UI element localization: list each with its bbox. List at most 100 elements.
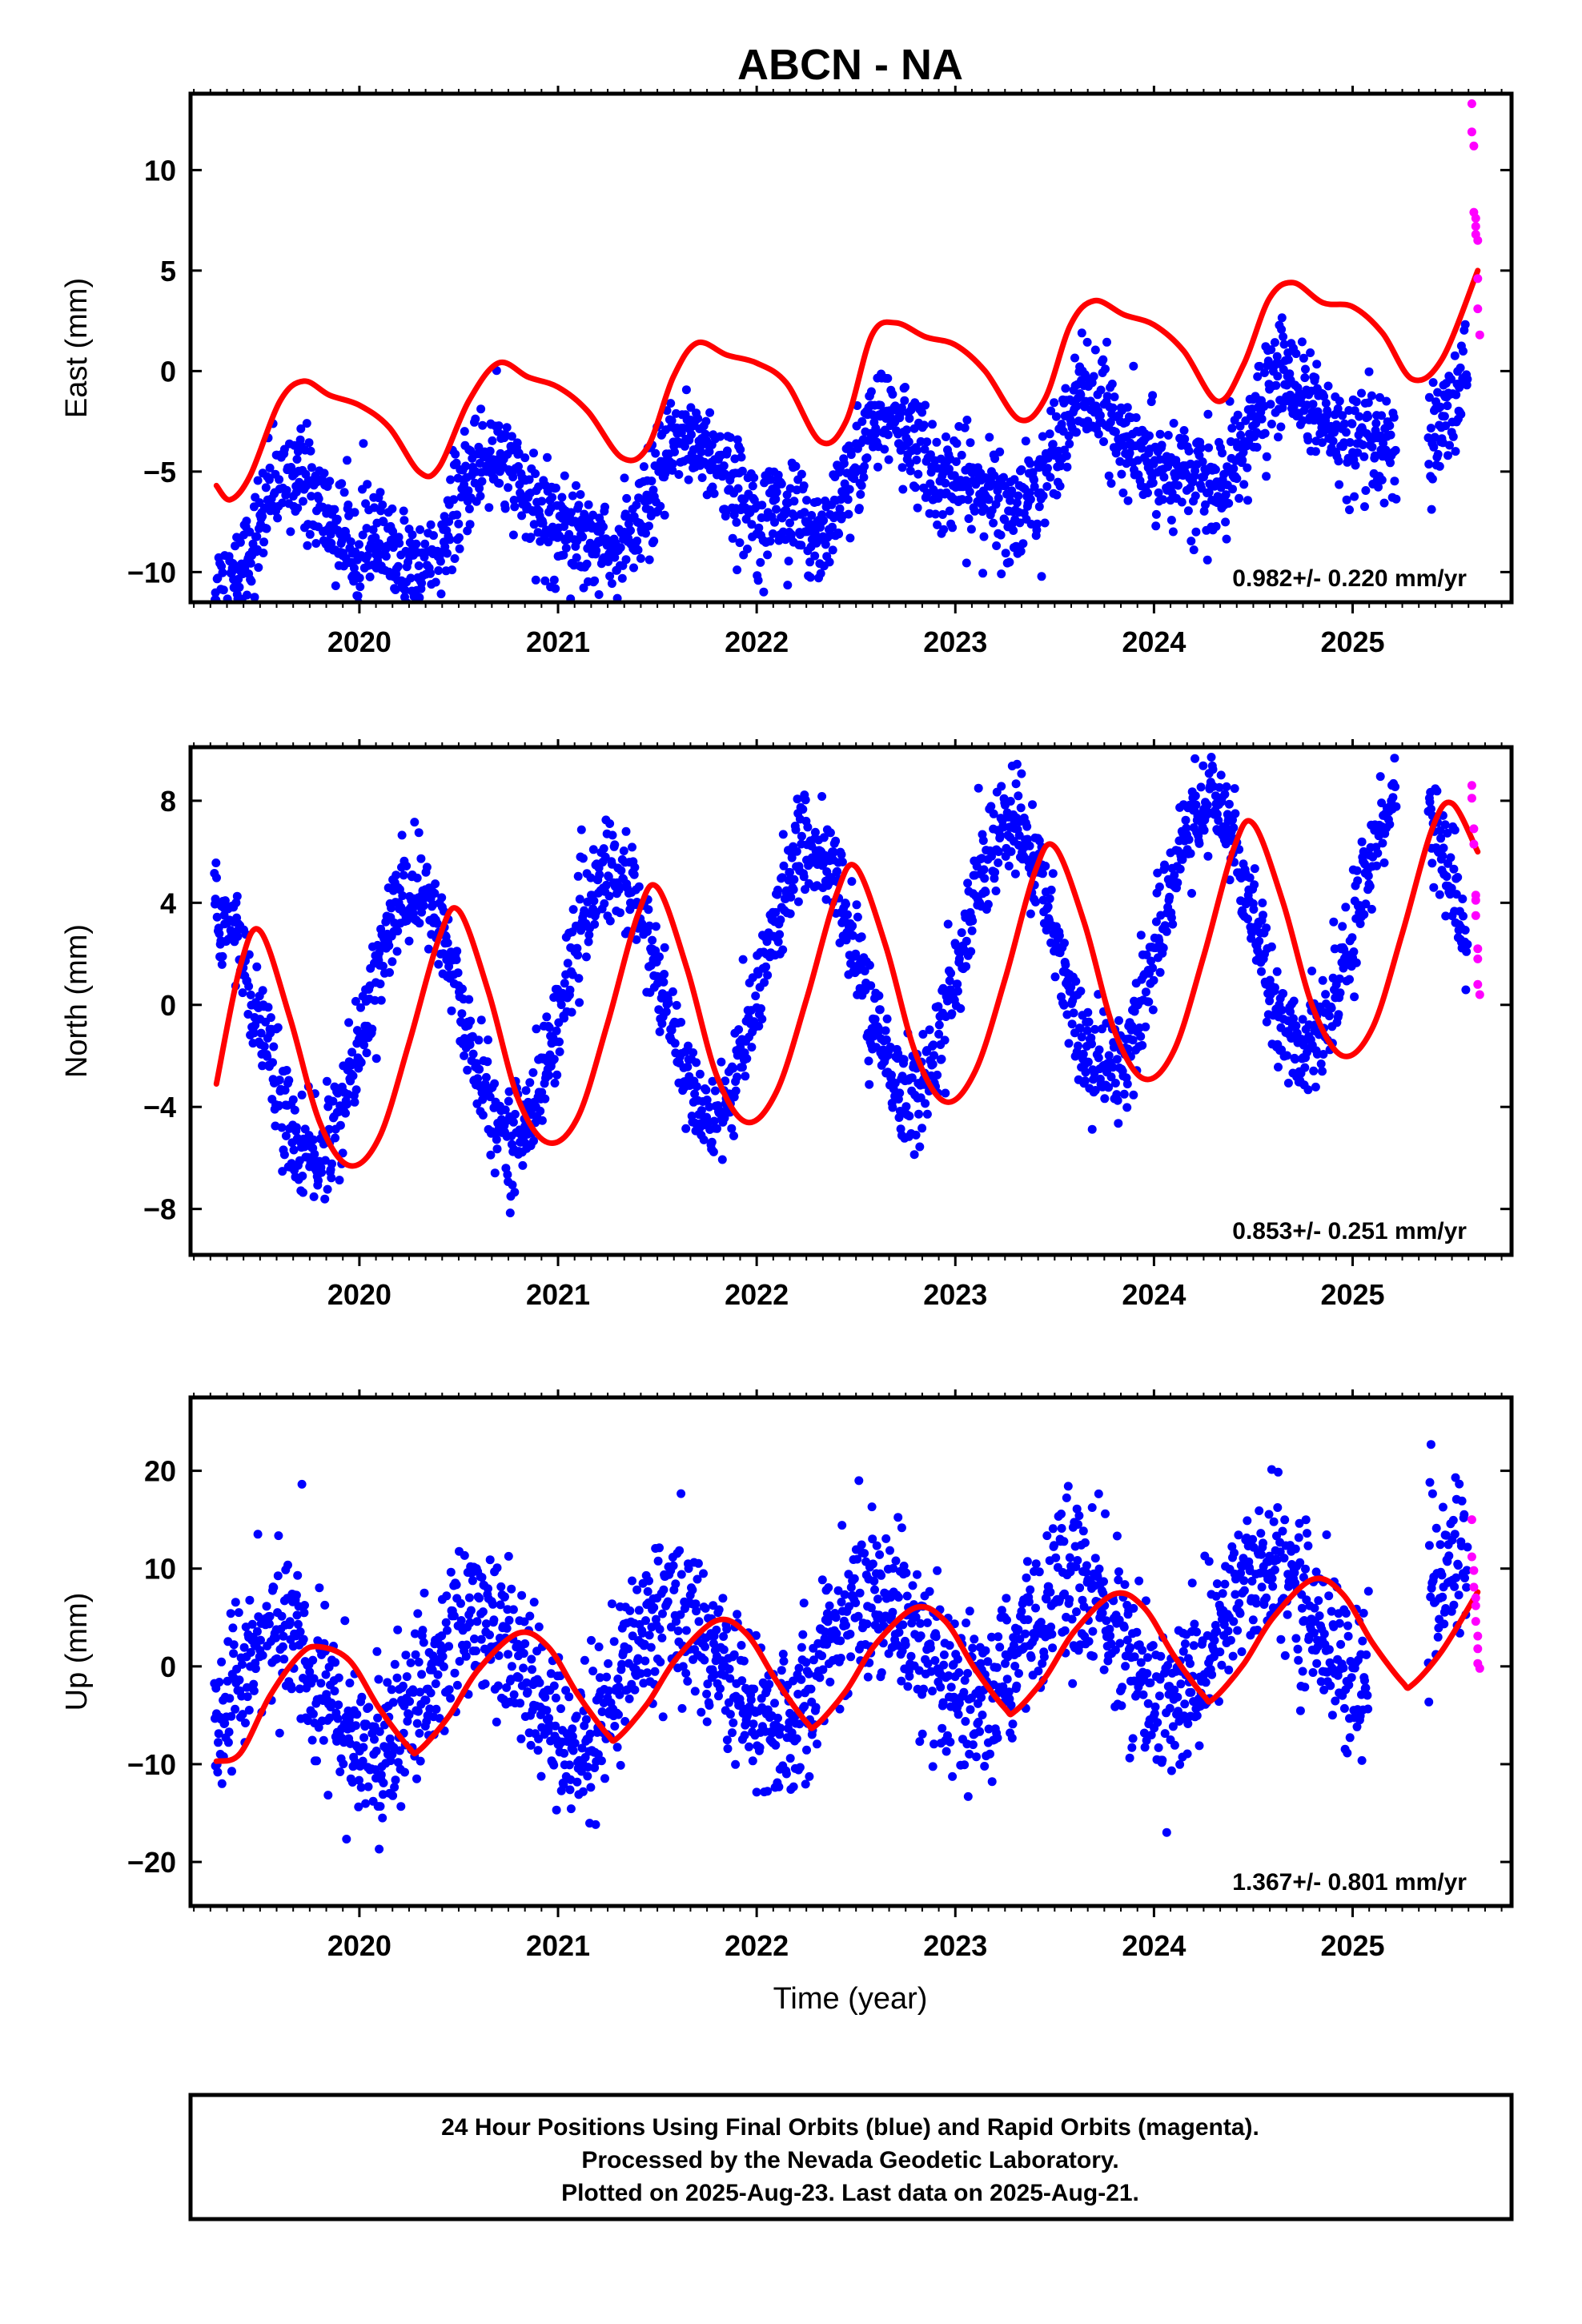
north-final-point [753,969,763,979]
north-final-point [367,1024,377,1034]
east-final-point [753,576,763,585]
east-final-point [1323,406,1332,416]
north-final-point [1026,909,1035,919]
north-final-point [1196,782,1206,792]
east-final-point [1389,412,1399,422]
north-final-point [793,794,802,804]
north-final-point [940,1035,950,1045]
east-final-point [1443,401,1452,411]
north-final-point [791,825,801,834]
east-final-point [524,475,534,485]
east-final-point [1046,472,1055,482]
east-final-point [302,419,311,428]
east-final-point [1357,388,1366,398]
east-final-point [693,414,703,424]
east-final-point [514,448,524,458]
north-final-point [713,1124,721,1133]
east-final-point [1345,505,1354,515]
up-final-point [274,1531,283,1541]
east-final-point [810,551,820,561]
east-final-point [648,485,658,495]
east-final-point [1009,526,1018,535]
east-final-point [705,447,714,456]
north-final-point [1230,784,1239,794]
east-final-point [305,529,315,539]
north-final-point [989,809,998,818]
north-final-point [1309,1066,1319,1076]
east-final-point [1211,464,1220,474]
east-final-point [1430,432,1439,442]
north-final-point [310,1149,319,1159]
east-y-tick-label: 0 [160,355,176,388]
east-final-point [259,537,269,547]
east-final-point [1037,572,1046,581]
up-final-point [464,1593,474,1602]
north-final-point [760,978,769,987]
up-final-point [357,1692,367,1702]
east-final-point [455,533,464,542]
up-final-point [390,1783,400,1792]
north-final-point [465,1040,475,1049]
east-final-point [1077,328,1086,338]
east-final-point [897,403,906,412]
east-final-point [1089,372,1098,381]
east-final-point [871,424,881,433]
up-final-point [443,1626,452,1635]
east-final-point [938,510,947,519]
north-final-point [359,1040,369,1050]
east-final-point [1463,375,1472,384]
east-final-point [1338,411,1347,420]
north-final-point [492,1135,501,1144]
east-final-point [296,424,306,433]
north-final-point [738,955,748,964]
north-final-point [1162,927,1171,936]
north-final-point [1175,864,1185,874]
east-final-point [701,416,711,426]
north-final-point [1199,826,1209,835]
east-rapid-point [1473,274,1483,283]
up-final-point [372,1647,382,1656]
east-final-point [1379,439,1388,448]
up-final-point [315,1583,324,1593]
up-final-point [494,1651,504,1660]
east-final-point [1163,431,1173,440]
east-final-point [1347,419,1357,428]
north-final-point [1119,1089,1129,1099]
east-final-point [1435,402,1445,412]
east-final-point [349,563,359,573]
east-final-point [1094,429,1103,439]
east-final-point [512,438,522,448]
up-final-point [239,1642,249,1652]
up-final-point [374,1675,383,1684]
up-final-point [237,1659,247,1669]
east-final-point [1321,399,1331,408]
north-final-point [1335,974,1344,983]
east-final-point [339,488,349,497]
east-final-point [1025,488,1034,497]
north-final-point [817,792,827,801]
east-final-point [816,569,825,578]
east-final-point [1010,475,1019,485]
east-final-point [1386,430,1395,440]
east-final-point [1333,404,1343,413]
east-final-point [350,508,359,517]
east-final-point [488,436,497,445]
north-final-point [1311,1082,1320,1092]
east-final-point [773,470,783,480]
north-final-point [476,1015,486,1025]
north-final-point [785,909,795,919]
east-final-point [517,511,527,521]
north-final-point [1316,1059,1326,1068]
east-final-point [400,516,409,525]
north-final-point [1328,973,1338,983]
north-final-point [1427,858,1437,868]
east-final-point [825,557,834,567]
east-final-point [876,400,885,410]
east-final-point [1303,436,1313,444]
up-final-point [340,1616,350,1626]
north-final-point [483,1057,492,1067]
east-final-point [1441,421,1451,431]
east-final-point [866,387,876,396]
north-final-point [1363,871,1373,881]
north-final-point [481,1072,491,1082]
